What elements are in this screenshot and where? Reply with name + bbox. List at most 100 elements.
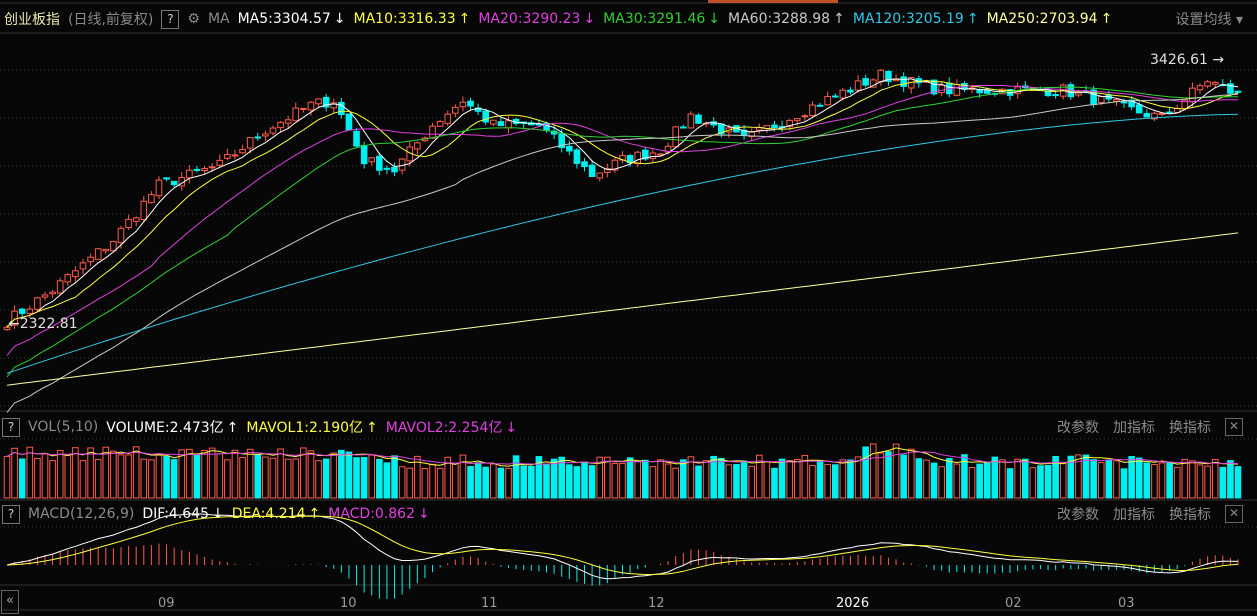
- close-icon[interactable]: ✕: [1225, 418, 1243, 436]
- candle-body: [353, 130, 360, 147]
- candle-body: [79, 262, 87, 270]
- add-indicator-button[interactable]: 加指标: [1113, 507, 1155, 523]
- volume-help-button[interactable]: ?: [2, 417, 20, 437]
- volume-bar: [649, 466, 657, 499]
- volume-bar: [748, 465, 755, 499]
- volume-bar: [79, 460, 87, 499]
- volume-bar: [588, 465, 596, 499]
- candle-body: [64, 274, 72, 283]
- volume-bar: [786, 460, 793, 499]
- volume-bar: [1067, 455, 1075, 499]
- period-label[interactable]: (日线,前复权): [68, 12, 154, 28]
- volume-bar: [505, 467, 512, 499]
- x-axis-label: 11: [481, 596, 498, 611]
- candle-body: [436, 120, 444, 127]
- candle-body: [110, 240, 117, 252]
- change-params-button[interactable]: 改参数: [1057, 507, 1099, 523]
- gear-icon[interactable]: ⚙: [187, 11, 200, 27]
- volume-bar: [915, 458, 923, 499]
- volume-bar: [801, 454, 809, 499]
- volume-bar: [444, 456, 452, 499]
- candle-body: [452, 106, 459, 114]
- volume-bar: [1052, 455, 1059, 499]
- volume-bar: [3, 455, 11, 499]
- trend-arrow-icon: ↑: [458, 11, 471, 27]
- candle-body: [56, 280, 64, 294]
- volume-bar: [56, 449, 64, 499]
- volume-bar: [178, 449, 186, 499]
- volume-bar: [755, 454, 763, 499]
- volume-bar: [702, 460, 710, 499]
- volume-bar: [1075, 454, 1082, 499]
- ma-settings[interactable]: 设置均线 ▾: [1176, 8, 1257, 30]
- macd-help-button[interactable]: ?: [2, 504, 20, 524]
- indicator-label: MAVOL1:2.190亿: [246, 420, 364, 436]
- volume-bar: [300, 447, 307, 499]
- volume-bar: [657, 459, 664, 499]
- candle-body: [391, 166, 398, 173]
- change-params-button[interactable]: 改参数: [1057, 420, 1099, 436]
- candle-body: [588, 164, 596, 177]
- volume-bar: [1090, 459, 1097, 499]
- dea-line: [6, 515, 1239, 575]
- volume-bar: [49, 460, 56, 499]
- candle-body: [1234, 90, 1242, 93]
- volume-bar: [961, 454, 968, 499]
- indicator-label: MACD:0.862: [328, 506, 415, 522]
- candle-body: [1166, 111, 1173, 114]
- volume-bar: [1029, 467, 1037, 499]
- trend-arrow-icon: ↓: [212, 506, 224, 522]
- ma250-line: [6, 232, 1239, 386]
- macd-title[interactable]: MACD(12,26,9): [28, 506, 135, 522]
- volume-bar: [1021, 458, 1029, 499]
- candle-body: [1158, 112, 1166, 115]
- low-price-label: ←2322.81: [8, 316, 78, 332]
- close-icon[interactable]: ✕: [1225, 505, 1243, 523]
- mavol2-line: [6, 451, 1239, 465]
- volume-bar: [246, 448, 254, 499]
- candle-body: [254, 136, 262, 139]
- volume-bar: [1196, 464, 1204, 499]
- volume-bar: [1173, 466, 1181, 499]
- volume-bar: [125, 454, 132, 499]
- volume-bar: [1113, 460, 1120, 499]
- switch-indicator-button[interactable]: 换指标: [1169, 420, 1211, 436]
- indicator-label: VOLUME:2.473亿: [106, 420, 224, 436]
- trend-arrow-icon: ↓: [708, 11, 720, 27]
- scroll-left-button[interactable]: «: [1, 590, 19, 614]
- volume-title[interactable]: VOL(5,10): [28, 419, 99, 435]
- volume-bar: [847, 459, 854, 499]
- volume-bar: [1211, 458, 1219, 499]
- volume-bar: [452, 462, 459, 499]
- indicator-label: MA60:3288.98: [728, 11, 831, 27]
- candle-body: [869, 79, 877, 88]
- volume-bar: [824, 464, 831, 499]
- candle-body: [345, 113, 353, 131]
- switch-indicator-button[interactable]: 换指标: [1169, 507, 1211, 523]
- volume-bar: [292, 458, 300, 499]
- candle-body: [262, 133, 269, 137]
- candle-body: [824, 96, 831, 106]
- indicator-label: MA250:2703.94: [986, 11, 1098, 27]
- volume-bar: [482, 466, 490, 499]
- add-indicator-button[interactable]: 加指标: [1113, 420, 1155, 436]
- volume-bar: [1181, 458, 1189, 499]
- candle-body: [687, 113, 695, 129]
- volume-bar: [406, 467, 414, 499]
- candle-body: [239, 148, 246, 154]
- candle-body: [816, 104, 824, 107]
- indicator-value: MA60:3288.98 ↑: [728, 11, 845, 27]
- candle-body: [854, 80, 862, 91]
- trend-arrow-icon: ↑: [226, 420, 239, 436]
- help-button[interactable]: ?: [161, 9, 180, 29]
- volume-bar: [459, 454, 467, 499]
- volume-bar: [740, 460, 748, 499]
- volume-bar: [809, 464, 816, 499]
- candle-body: [26, 308, 34, 314]
- volume-bar: [695, 465, 702, 499]
- ma-settings-button[interactable]: 设置均线 ▾: [1175, 12, 1243, 28]
- candle-body: [649, 152, 657, 160]
- volume-bar: [626, 457, 634, 499]
- volume-bar: [148, 459, 155, 499]
